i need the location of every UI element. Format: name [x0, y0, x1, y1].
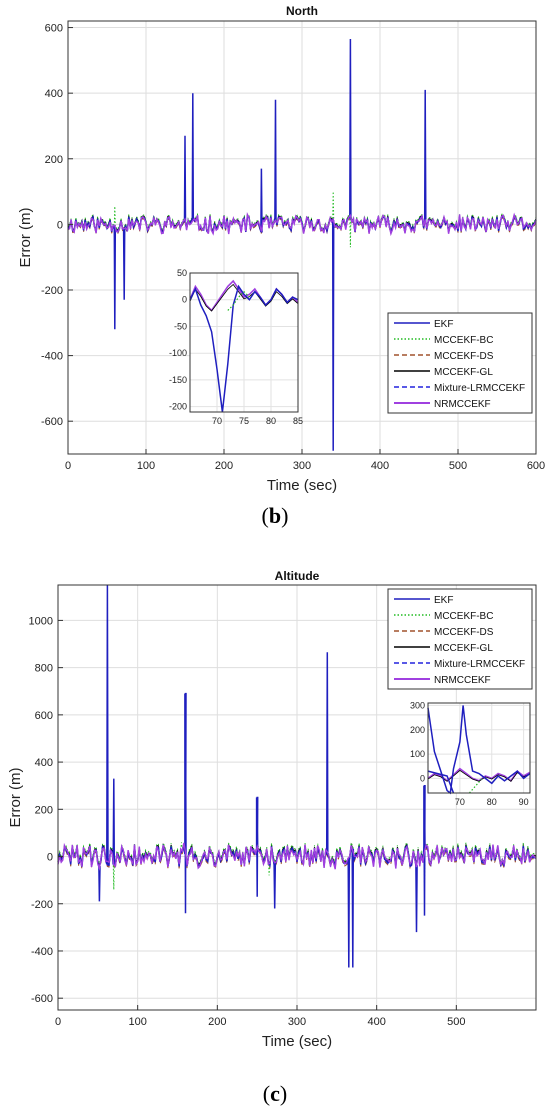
y-tick-label: -200: [41, 285, 63, 297]
inset-y-tick-label: 300: [410, 700, 425, 710]
inset-chart: 70 75 80 85 -200 -150 -100 -50 0 50: [169, 268, 303, 426]
inset-x-tick-label: 90: [519, 797, 529, 807]
legend-entry: EKF: [434, 319, 453, 330]
series-line-mccekf-bc: [57, 840, 537, 890]
y-tick-label: -600: [31, 993, 53, 1005]
y-tick-label: -600: [41, 416, 63, 428]
series-line-mccekf-ds: [57, 846, 537, 871]
legend-entry: MCCEKF-DS: [434, 627, 494, 638]
inset-x-tick-label: 85: [293, 416, 303, 426]
y-tick-label: -200: [31, 899, 53, 911]
chart-title: North: [286, 4, 318, 18]
series-line-nrmccekf: [67, 212, 537, 237]
legend-entry: MCCEKF-DS: [434, 351, 494, 362]
inset-x-tick-label: 80: [266, 416, 276, 426]
y-tick-label: -400: [41, 351, 63, 363]
inset-y-tick-label: 200: [410, 725, 425, 735]
y-tick-label: 0: [47, 852, 53, 864]
legend: EKF MCCEKF-BC MCCEKF-DS MCCEKF-GL Mixture-LR…: [387, 312, 533, 414]
inset-axes-box: [189, 272, 299, 413]
altitude-chart: 0 100 200 300 400 500 -600 -400 -200 0 200 400 600 80…: [7, 569, 537, 1050]
inset-x-tick-label: 70: [212, 416, 222, 426]
legend-entry: Mixture-LRMCCEKF: [434, 659, 525, 670]
y-tick-label: 600: [45, 23, 63, 35]
inset-series-ekf: [189, 284, 299, 413]
legend-entry: NRMCCEKF: [434, 675, 491, 686]
y-tick-label: 800: [35, 663, 53, 675]
x-tick-label: 0: [65, 460, 71, 472]
y-tick-label: 200: [35, 804, 53, 816]
y-tick-label: 200: [45, 154, 63, 166]
x-tick-label: 500: [447, 1016, 465, 1028]
inset-y-tick-label: -200: [169, 402, 187, 412]
x-tick-label: 200: [208, 1016, 226, 1028]
chart-title: Altitude: [275, 569, 320, 583]
inset-y-tick-label: -150: [169, 375, 187, 385]
legend: EKF MCCEKF-BC MCCEKF-DS MCCEKF-GL Mixture-LR…: [387, 588, 533, 690]
inset-series-mccekf-gl: [189, 283, 299, 312]
inset-chart: 70 80 90 0 100 200 300: [410, 700, 531, 807]
legend-entry: MCCEKF-GL: [434, 643, 493, 654]
inset-y-tick-label: -50: [174, 321, 187, 331]
inset-series-ekf: [427, 705, 531, 795]
inset-y-tick-label: 0: [182, 295, 187, 305]
x-tick-label: 400: [371, 460, 389, 472]
x-tick-label: 300: [288, 1016, 306, 1028]
x-axis-label: Time (sec): [262, 1033, 332, 1050]
inset-series-ekf-b: [427, 770, 455, 794]
caption-b: (b): [262, 503, 289, 528]
caption-c: (c): [263, 1081, 287, 1106]
y-tick-label: 600: [35, 710, 53, 722]
x-tick-label: 600: [527, 460, 545, 472]
legend-entry: Mixture-LRMCCEKF: [434, 383, 525, 394]
inset-y-tick-label: 50: [177, 268, 187, 278]
x-tick-label: 0: [55, 1016, 61, 1028]
inset-axes-box: [427, 702, 531, 794]
inset-x-tick-label: 75: [239, 416, 249, 426]
x-tick-label: 200: [215, 460, 233, 472]
legend-entry: NRMCCEKF: [434, 399, 491, 410]
y-tick-label: 400: [35, 757, 53, 769]
legend-entry: EKF: [434, 595, 453, 606]
legend-box: [387, 588, 533, 690]
north-chart: 0 100 200 300 400 500 600-600-400-200020040060…: [17, 4, 545, 494]
y-axis-label: Error (m): [17, 208, 34, 268]
legend-entry: MCCEKF-BC: [434, 611, 493, 622]
x-tick-label: 400: [367, 1016, 385, 1028]
legend-box: [387, 312, 533, 414]
inset-series-nrmccekf: [427, 767, 531, 782]
legend-entry: MCCEKF-GL: [434, 367, 493, 378]
y-tick-label: 1000: [29, 615, 53, 627]
series-line-nrmccekf: [57, 842, 537, 871]
inset-y-tick-label: -100: [169, 348, 187, 358]
inset-y-tick-label: 100: [410, 749, 425, 759]
y-axis-label: Error (m): [7, 768, 24, 828]
y-tick-label: 0: [57, 219, 63, 231]
x-tick-label: 100: [137, 460, 155, 472]
legend-entry: MCCEKF-BC: [434, 335, 493, 346]
inset-x-tick-label: 80: [487, 797, 497, 807]
x-tick-label: 300: [293, 460, 311, 472]
x-axis-label: Time (sec): [267, 477, 337, 494]
inset-y-tick-label: 0: [420, 773, 425, 783]
x-tick-label: 500: [449, 460, 467, 472]
y-tick-label: -400: [31, 946, 53, 958]
y-tick-label: 400: [45, 88, 63, 100]
x-tick-label: 100: [128, 1016, 146, 1028]
inset-x-tick-label: 70: [455, 797, 465, 807]
